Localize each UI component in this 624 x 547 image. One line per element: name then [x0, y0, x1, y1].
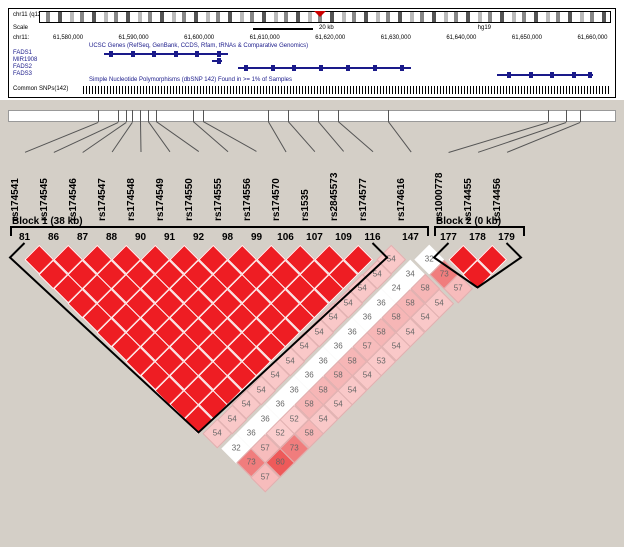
snp-track-title: Simple Nucleotide Polymorphisms (dbSNP 1…: [89, 77, 292, 83]
rs-label: rs174546: [68, 178, 79, 221]
snp-strip-tick: [268, 110, 269, 122]
ld-snp-number: 91: [164, 232, 175, 243]
snp-connector: [148, 121, 170, 152]
snp-strip-tick: [148, 110, 149, 122]
snp-strip-tick: [156, 110, 157, 122]
snp-strip-tick: [140, 110, 141, 122]
snp-connector: [288, 121, 315, 152]
coord-tick: 61,580,000: [53, 35, 83, 41]
ld-snp-number: 99: [251, 232, 262, 243]
snp-strip-tick: [132, 110, 133, 122]
rs-label: rs174616: [396, 178, 407, 221]
snp-connector: [156, 121, 199, 152]
snp-connector: [388, 121, 411, 152]
ld-snp-number: 88: [106, 232, 117, 243]
snp-connector: [318, 121, 344, 152]
snp-strip-tick: [98, 110, 99, 122]
rs-label: rs174556: [242, 178, 253, 221]
coord-tick: 61,650,000: [512, 35, 542, 41]
coord-tick: 61,630,000: [381, 35, 411, 41]
ld-snp-number: 177: [440, 232, 457, 243]
snp-strip-tick: [580, 110, 581, 122]
ld-snp-number: 178: [469, 232, 486, 243]
ld-snp-number: 147: [402, 232, 419, 243]
rs-label: rs174570: [271, 178, 282, 221]
coord-row: chr11: 61,580,00061,590,00061,600,00061,…: [13, 35, 611, 43]
snp-connector: [338, 121, 373, 152]
scale-row: Scale 20 kb hg19: [13, 25, 611, 35]
ld-snp-number: 87: [77, 232, 88, 243]
snp-position-strip: [8, 110, 616, 122]
snp-strip-tick: [118, 110, 119, 122]
snp-strip-tick: [566, 110, 567, 122]
snp-strip-tick: [203, 110, 204, 122]
ideogram: [39, 11, 611, 23]
ld-snp-number: 107: [306, 232, 323, 243]
ucsc-browser-panel: chr11 (q12.2) Scale 20 kb hg19 chr11: 61…: [8, 8, 616, 98]
snp-connector: [478, 122, 567, 153]
rs-label: rs174549: [155, 178, 166, 221]
common-snps-row: Common SNPs(142): [13, 85, 611, 95]
rs-label: rs174545: [39, 178, 50, 221]
snp-connector: [449, 122, 549, 153]
rs-label: rs174548: [126, 178, 137, 221]
snp-strip-tick: [388, 110, 389, 122]
coord-tick: 61,620,000: [315, 35, 345, 41]
rs-label: rs174456: [492, 178, 503, 221]
ld-snp-number: 106: [277, 232, 294, 243]
ld-snp-number: 92: [193, 232, 204, 243]
ld-snp-number: 81: [19, 232, 30, 243]
coord-tick: 61,600,000: [184, 35, 214, 41]
rs-label: rs1535: [300, 189, 311, 221]
coord-tick: 61,640,000: [446, 35, 476, 41]
rs-label: rs1000778: [434, 173, 445, 221]
ld-snp-number: 109: [335, 232, 352, 243]
snp-connector: [112, 122, 133, 153]
coord-tick: 61,610,000: [250, 35, 280, 41]
rs-label: rs174541: [10, 178, 21, 221]
rs-label: rs174550: [184, 178, 195, 221]
ld-snp-number: 98: [222, 232, 233, 243]
snp-strip-tick: [288, 110, 289, 122]
coord-tick: 61,590,000: [119, 35, 149, 41]
snp-strip-tick: [318, 110, 319, 122]
rs-label: rs174577: [358, 178, 369, 221]
snp-strip-tick: [126, 110, 127, 122]
coord-tick: 61,660,000: [577, 35, 607, 41]
ld-snp-number: 90: [135, 232, 146, 243]
snp-strip-tick: [193, 110, 194, 122]
snp-connector: [140, 122, 141, 152]
snp-strip-tick: [338, 110, 339, 122]
haploview-figure: { "canvas": {"width":624,"height":547,"b…: [0, 0, 624, 547]
rs-label: rs174455: [463, 178, 474, 221]
ld-snp-number: 116: [364, 232, 380, 243]
ld-snp-number: 86: [48, 232, 59, 243]
gene-label: FADS3: [13, 71, 32, 77]
rs-label: rs2845573: [329, 173, 340, 221]
snp-connector: [268, 121, 286, 151]
ld-snp-number: 179: [498, 232, 515, 243]
rs-label: rs174555: [213, 178, 224, 221]
snp-strip-tick: [548, 110, 549, 122]
rs-label: rs174547: [97, 178, 108, 221]
